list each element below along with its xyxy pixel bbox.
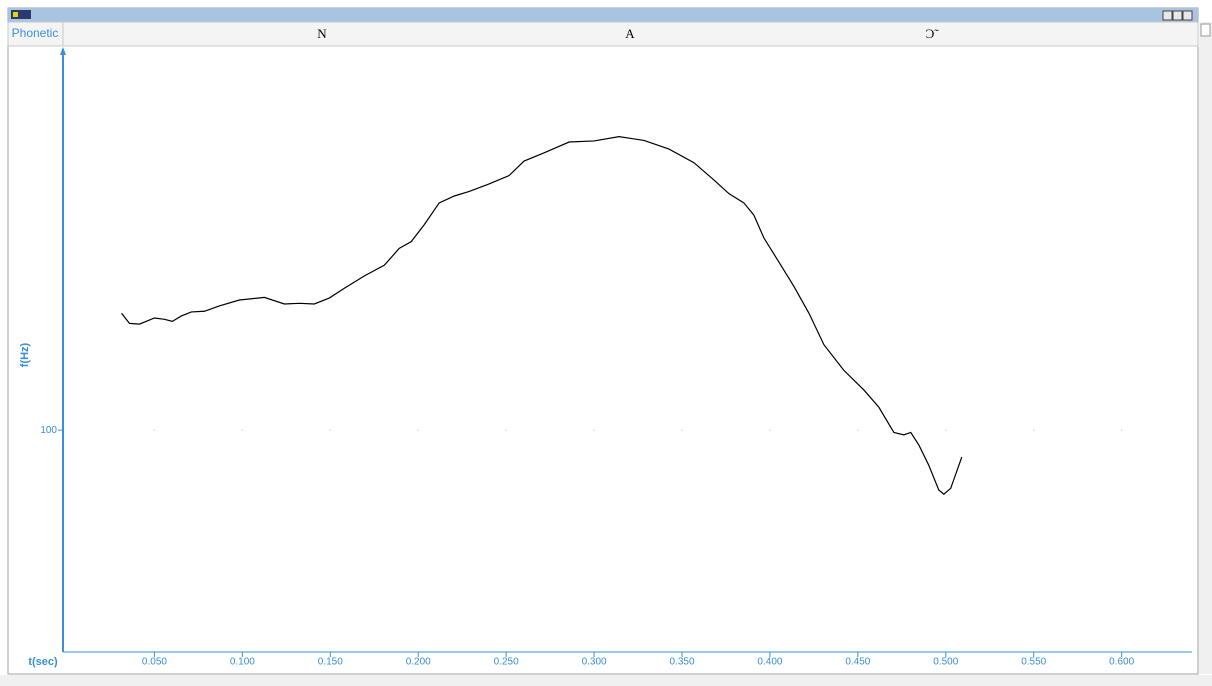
app-icon xyxy=(11,10,31,19)
x-tick-label: 0.450 xyxy=(845,657,870,668)
grid-dot xyxy=(769,429,771,431)
x-tick-label: 0.050 xyxy=(142,657,167,668)
window-buttons[interactable] xyxy=(1162,10,1193,21)
app-icon-mark xyxy=(13,12,18,17)
grid-dot xyxy=(417,429,419,431)
horizontal-scrollbar[interactable] xyxy=(0,675,1212,686)
close-button[interactable] xyxy=(1182,10,1193,21)
scroll-thumb[interactable] xyxy=(1200,23,1211,37)
grid-dot xyxy=(329,429,331,431)
pitch-line xyxy=(121,136,963,495)
x-tick-label: 0.400 xyxy=(757,657,782,668)
phonetic-row xyxy=(7,21,1199,47)
x-tick-label: 0.100 xyxy=(230,657,255,668)
x-tick-label: 0.500 xyxy=(933,657,958,668)
y-tick-label: 100 xyxy=(40,425,57,436)
grid-dot xyxy=(857,429,859,431)
y-axis-label: f(Hz) xyxy=(19,342,31,367)
y-axis-arrow xyxy=(60,47,66,55)
x-tick-label: 0.250 xyxy=(494,657,519,668)
x-tick-label: 0.600 xyxy=(1109,657,1134,668)
grid-dot xyxy=(945,429,947,431)
grid-dot xyxy=(593,429,595,431)
vertical-scrollbar[interactable] xyxy=(1199,22,1212,674)
minimize-button[interactable] xyxy=(1162,10,1173,21)
window-frame xyxy=(7,7,1199,675)
grid-dot xyxy=(241,429,243,431)
grid-dot xyxy=(153,429,155,431)
grid-dot xyxy=(1033,429,1035,431)
phonetic-segment: A xyxy=(625,26,635,41)
maximize-button[interactable] xyxy=(1172,10,1183,21)
plot: 0.050 0.100 0.150 0.200 0.250 0.300 0.350 0.400… xyxy=(40,136,1135,668)
grid-dot xyxy=(1121,429,1123,431)
grid-dot xyxy=(505,429,507,431)
phonetic-segment: N xyxy=(317,26,327,41)
grid-dot xyxy=(681,429,683,431)
x-tick-label: 0.200 xyxy=(406,657,431,668)
title-bar xyxy=(8,8,1198,22)
phonetic-label: Phonetic xyxy=(12,26,59,40)
x-tick-label: 0.300 xyxy=(582,657,607,668)
x-axis-label: t(sec) xyxy=(28,656,58,668)
x-tick-label: 0.150 xyxy=(318,657,343,668)
x-tick-label: 0.550 xyxy=(1021,657,1046,668)
x-tick-label: 0.350 xyxy=(669,657,694,668)
